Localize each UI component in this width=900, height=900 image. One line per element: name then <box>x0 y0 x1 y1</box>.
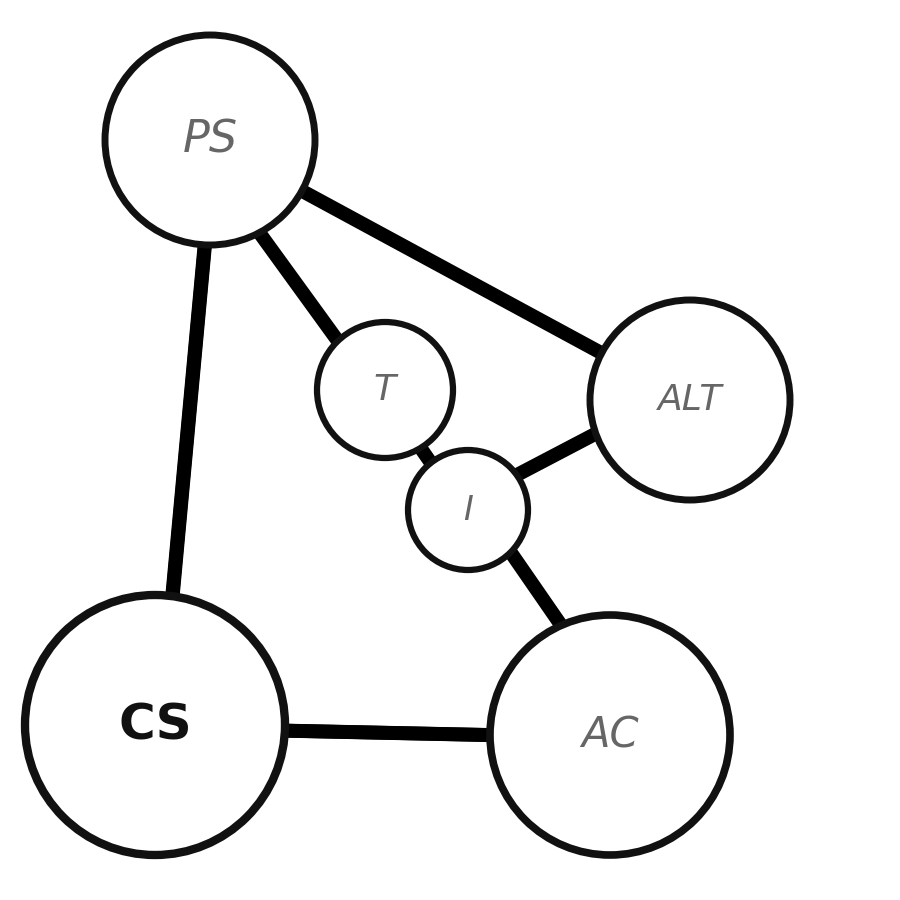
Circle shape <box>105 35 315 245</box>
Text: PS: PS <box>183 119 238 161</box>
Text: T: T <box>374 373 396 407</box>
Text: I: I <box>464 493 472 526</box>
Text: AC: AC <box>581 714 639 756</box>
Circle shape <box>317 322 453 458</box>
Text: ALT: ALT <box>658 383 722 417</box>
Circle shape <box>25 595 285 855</box>
Text: CS: CS <box>118 701 192 749</box>
Circle shape <box>408 450 528 570</box>
Circle shape <box>490 615 730 855</box>
Circle shape <box>590 300 790 500</box>
